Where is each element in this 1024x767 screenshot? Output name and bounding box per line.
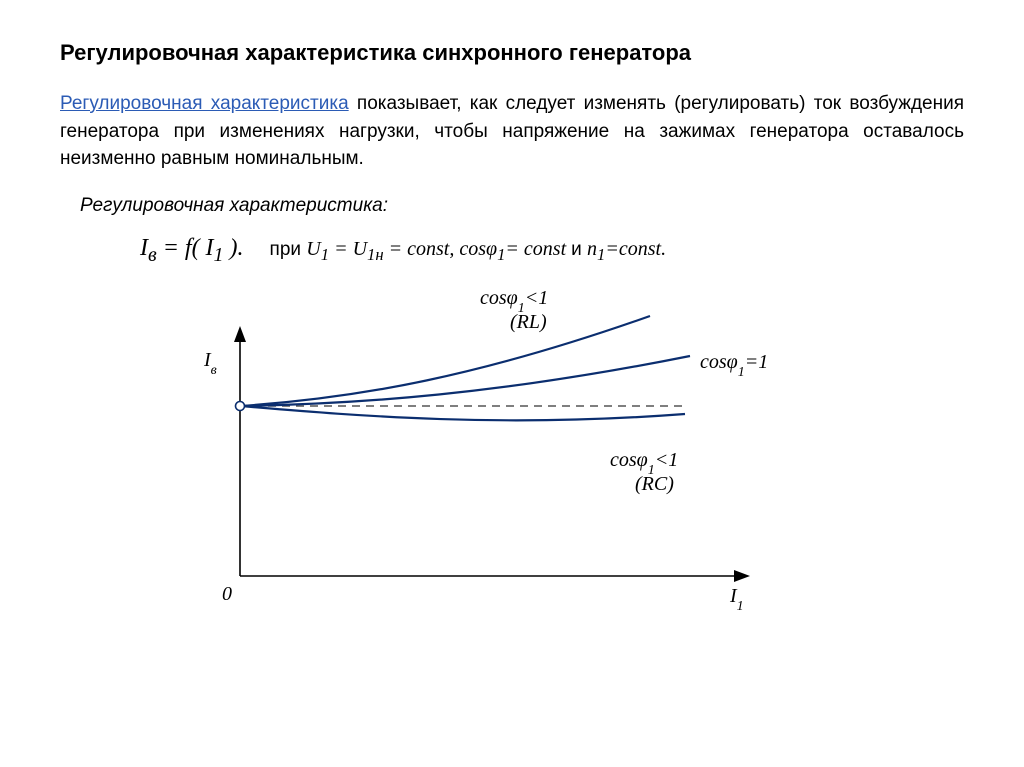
subheading: Регулировочная характеристика: <box>80 195 964 217</box>
svg-text:0: 0 <box>222 583 232 605</box>
svg-text:(RL): (RL) <box>510 311 547 333</box>
formula-row: Iв = f( I1 ). при U1 = U1н = const, cosφ… <box>140 235 964 267</box>
svg-text:cosφ1=1: cosφ1=1 <box>700 351 768 380</box>
regulation-chart: IвI10cosφ1<1(RL)cosφ1=1cosφ1<1(RC) <box>180 276 964 641</box>
page-title: Регулировочная характеристика синхронног… <box>60 40 964 66</box>
cond-3: n1=const. <box>587 238 666 260</box>
cond-pre: при <box>270 239 307 260</box>
chart-svg: IвI10cosφ1<1(RL)cosφ1=1cosφ1<1(RC) <box>180 276 820 636</box>
svg-text:(RC): (RC) <box>635 473 674 495</box>
cond-1: U1 = U1н = const, <box>306 238 459 260</box>
intro-paragraph: Регулировочная характеристика показывает… <box>60 90 964 173</box>
svg-text:I1: I1 <box>729 585 744 614</box>
cond-and: и <box>571 239 587 260</box>
definition-term: Регулировочная характеристика <box>60 93 349 114</box>
formula-main: Iв = f( I1 ). <box>140 235 250 261</box>
cond-2: cosφ1= const <box>459 238 571 260</box>
svg-text:Iв: Iв <box>203 349 217 378</box>
